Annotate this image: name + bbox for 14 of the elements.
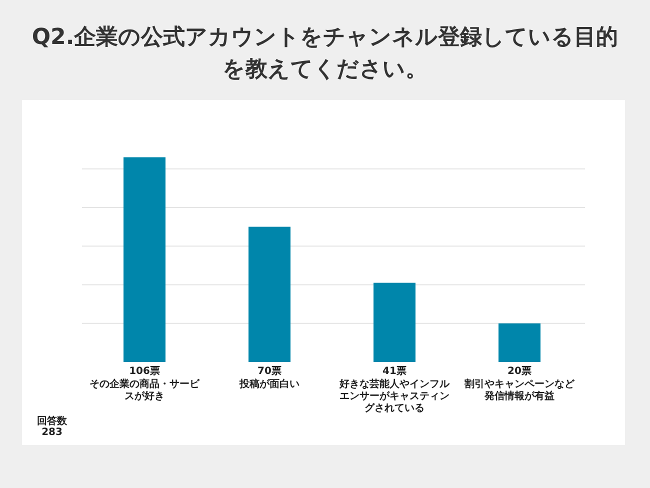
x-tick-label: 好きな芸能人やインフルエンサーがキャスティングされている xyxy=(338,379,451,415)
bar xyxy=(248,226,290,362)
x-tick-label: 投稿が面白い xyxy=(238,379,300,391)
data-label: 70票 xyxy=(256,366,282,378)
bar xyxy=(124,157,166,362)
data-label: 20票 xyxy=(506,366,532,378)
bar xyxy=(374,282,416,362)
x-tick-label: その企業の商品・サービスが好き xyxy=(88,379,201,403)
data-label: 106票 xyxy=(128,366,161,378)
text: 回答数 283 xyxy=(36,416,68,438)
bar xyxy=(498,323,540,362)
data-label: 41票 xyxy=(382,366,408,378)
x-tick-label: 割引やキャンペーンなど発信情報が有益 xyxy=(464,379,576,403)
chart-title: Q2.企業の公式アカウントをチャンネル登録している目的を教えてください。 xyxy=(30,24,620,84)
